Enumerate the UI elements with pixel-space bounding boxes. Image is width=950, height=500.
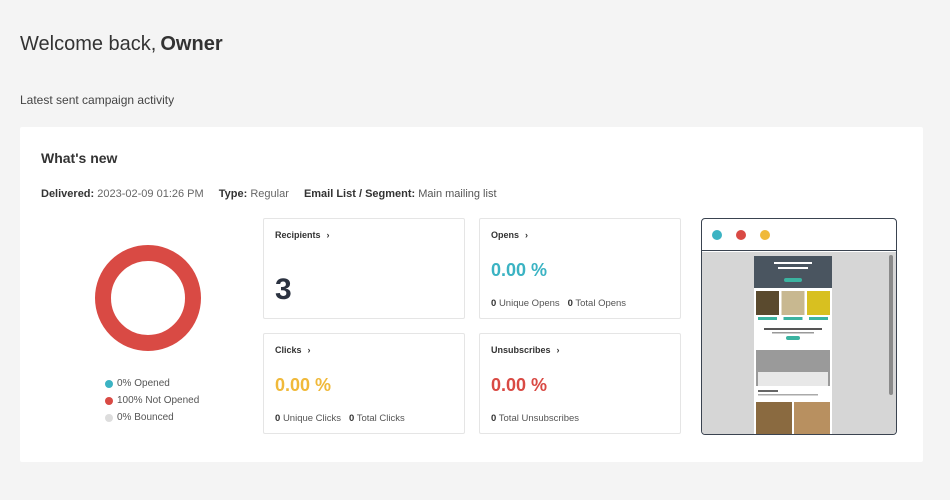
unsubscribes-rate: 0.00 %: [491, 375, 548, 395]
chevron-right-icon: ›: [525, 230, 529, 240]
delivered-value: 2023-02-09 01:26 PM: [97, 188, 204, 200]
preview-scrollbar[interactable]: [889, 255, 893, 395]
recipients-link[interactable]: Recipients ›: [275, 230, 330, 240]
recipients-stat-card: Recipients › 3: [263, 218, 465, 319]
welcome-heading: Welcome back, Owner: [20, 33, 223, 56]
opens-donut-chart: [95, 245, 201, 351]
total-opens-count: 0: [567, 298, 573, 309]
legend-label: 100% Not Opened: [117, 395, 200, 406]
clicks-label: Clicks: [275, 345, 302, 355]
email-preview-window[interactable]: [701, 218, 897, 435]
legend-label: 0% Opened: [117, 378, 170, 389]
legend-dot-icon: [105, 396, 113, 405]
legend-not-opened: 100% Not Opened: [105, 392, 199, 409]
unique-opens-count: 0: [491, 298, 497, 309]
type-value: Regular: [250, 188, 289, 200]
legend-label: 0% Bounced: [117, 412, 174, 423]
opens-label: Opens: [491, 230, 520, 240]
opens-stat-card: Opens › 0.00 % 0 Unique Opens 0 Total Ope…: [479, 218, 681, 319]
user-name: Owner: [160, 33, 223, 55]
unsubscribes-stat-card: Unsubscribes › 0.00 % 0 Total Unsubscribe…: [479, 333, 681, 434]
clicks-stat-card: Clicks › 0.00 % 0 Unique Clicks 0 Total C…: [263, 333, 465, 434]
total-clicks-count: 0: [348, 413, 355, 424]
unsubscribes-link[interactable]: Unsubscribes ›: [491, 345, 560, 355]
legend-dot-icon: [105, 379, 113, 388]
type-info: Type: Regular: [219, 188, 289, 200]
list-label: Email List / Segment:: [303, 188, 416, 200]
legend-dot-icon: [105, 413, 113, 422]
section-subtitle: Latest sent campaign activity: [20, 93, 175, 107]
donut-not-opened-segment: [95, 245, 201, 351]
email-layout-image: [754, 256, 832, 434]
list-info: Email List / Segment: Main mailing list: [304, 188, 497, 200]
legend-opened: 0% Opened: [105, 375, 199, 392]
preview-viewport[interactable]: [702, 252, 896, 434]
recipients-value: 3: [275, 273, 292, 306]
email-thumbnail: [754, 256, 832, 434]
clicks-link[interactable]: Clicks ›: [275, 345, 311, 355]
chevron-right-icon: ›: [307, 345, 311, 355]
unique-opens-label: Unique Opens: [498, 298, 560, 309]
list-value: Main mailing list: [418, 188, 497, 200]
campaign-meta: Delivered: 2023-02-09 01:26 PM Type: Reg…: [41, 188, 509, 200]
recipients-label: Recipients: [275, 230, 321, 240]
clicks-breakdown: 0 Unique Clicks 0 Total Clicks: [275, 413, 405, 424]
greeting-text: Welcome back,: [20, 33, 157, 55]
opens-link[interactable]: Opens ›: [491, 230, 528, 240]
delivered-info: Delivered: 2023-02-09 01:26 PM: [41, 188, 204, 200]
window-dot-icon: [712, 229, 722, 240]
preview-window-bar: [702, 219, 896, 251]
unsubscribes-breakdown: 0 Total Unsubscribes: [491, 413, 579, 424]
total-opens-label: Total Opens: [575, 298, 627, 309]
total-clicks-label: Total Clicks: [356, 413, 405, 424]
unsubscribes-label: Unsubscribes: [491, 345, 551, 355]
clicks-rate: 0.00 %: [275, 375, 332, 395]
total-unsubscribes-label: Total Unsubscribes: [498, 413, 580, 424]
opens-rate: 0.00 %: [491, 260, 548, 280]
unique-clicks-label: Unique Clicks: [282, 413, 342, 424]
total-unsubscribes-count: 0: [491, 413, 497, 424]
legend-bounced: 0% Bounced: [105, 409, 199, 426]
window-dot-icon: [760, 229, 770, 240]
unique-clicks-count: 0: [275, 413, 281, 424]
chevron-right-icon: ›: [326, 230, 330, 240]
donut-legend: 0% Opened 100% Not Opened 0% Bounced: [105, 375, 199, 426]
type-label: Type:: [218, 188, 248, 200]
opens-breakdown: 0 Unique Opens 0 Total Opens: [491, 298, 626, 309]
delivered-label: Delivered:: [41, 188, 95, 200]
chevron-right-icon: ›: [556, 345, 560, 355]
card-title: What's new: [41, 150, 118, 166]
window-dot-icon: [736, 229, 746, 240]
campaign-activity-card: What's new Delivered: 2023-02-09 01:26 P…: [20, 127, 923, 462]
